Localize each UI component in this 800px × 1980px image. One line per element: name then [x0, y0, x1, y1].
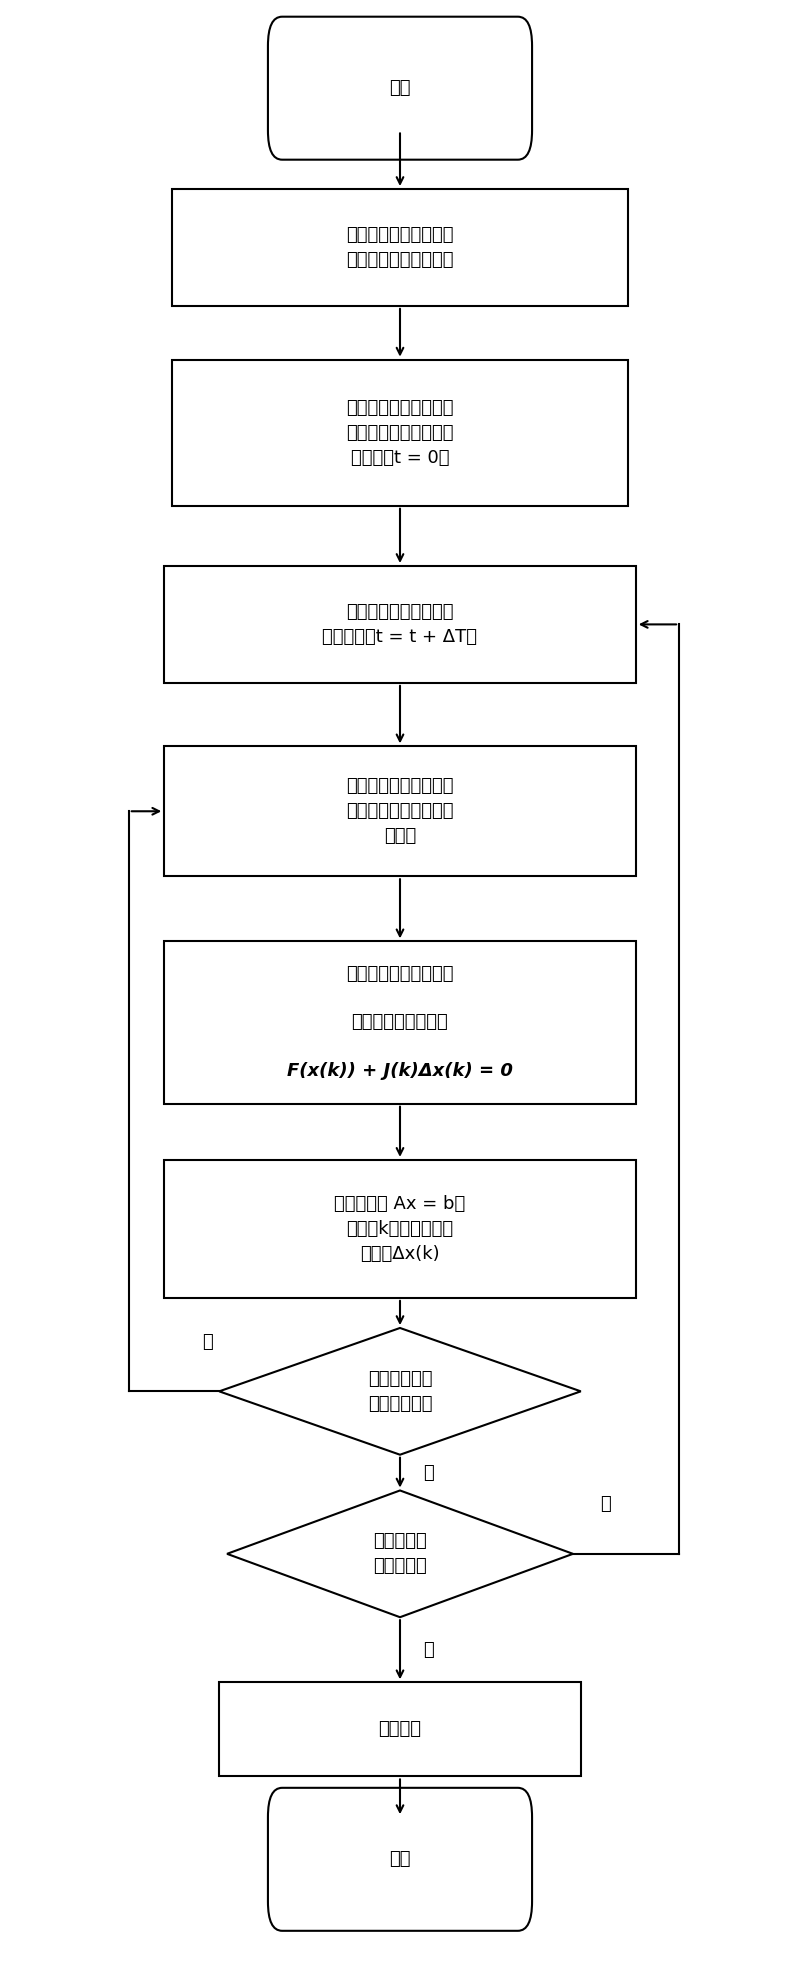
Text: 使用自动微分计算对应
组合函数的导数信息及
函数值: 使用自动微分计算对应 组合函数的导数信息及 函数值	[346, 778, 454, 845]
Text: 读取分布式电源相关信
息，声明对应组合函数: 读取分布式电源相关信 息，声明对应组合函数	[346, 226, 454, 269]
Text: 更新牛顿法迭代格式: 更新牛顿法迭代格式	[352, 1014, 448, 1032]
Bar	[164, 566, 636, 683]
Text: 结束: 结束	[390, 1851, 410, 1869]
FancyBboxPatch shape	[268, 16, 532, 160]
Text: 否: 否	[601, 1495, 611, 1513]
Polygon shape	[227, 1491, 573, 1618]
Text: 仿真时间向前推进一个
仿真步长（t = t + ΔT）: 仿真时间向前推进一个 仿真步长（t = t + ΔT）	[322, 602, 478, 645]
Text: 更新变量值，
判断是否收敛: 更新变量值， 判断是否收敛	[368, 1370, 432, 1414]
Text: 声明独立变量，为自动
微分分配内存，仿真时
间置零（t = 0）: 声明独立变量，为自动 微分分配内存，仿真时 间置零（t = 0）	[346, 398, 454, 467]
Text: 开始: 开始	[390, 79, 410, 97]
FancyBboxPatch shape	[268, 1788, 532, 1930]
Text: 是: 是	[423, 1641, 434, 1659]
Bar	[219, 1683, 581, 1776]
Text: F(x(k)) + J(k)Δx(k) = 0: F(x(k)) + J(k)Δx(k) = 0	[287, 1061, 513, 1081]
Text: 是: 是	[423, 1463, 434, 1481]
Text: 求解方程组 Ax = b，
得到第k步的变量增量
列向量Δx(k): 求解方程组 Ax = b， 得到第k步的变量增量 列向量Δx(k)	[334, 1194, 466, 1263]
Polygon shape	[219, 1329, 581, 1455]
Bar	[172, 360, 628, 505]
Text: 利用自动微分计算结果: 利用自动微分计算结果	[346, 964, 454, 982]
Bar	[164, 940, 636, 1103]
Text: 否: 否	[202, 1333, 213, 1350]
Bar	[164, 746, 636, 877]
Bar	[164, 1160, 636, 1299]
Bar	[172, 188, 628, 307]
Text: 释放内存: 释放内存	[378, 1721, 422, 1738]
Text: 仿真时间到
达终了时刻: 仿真时间到 达终了时刻	[373, 1533, 427, 1576]
